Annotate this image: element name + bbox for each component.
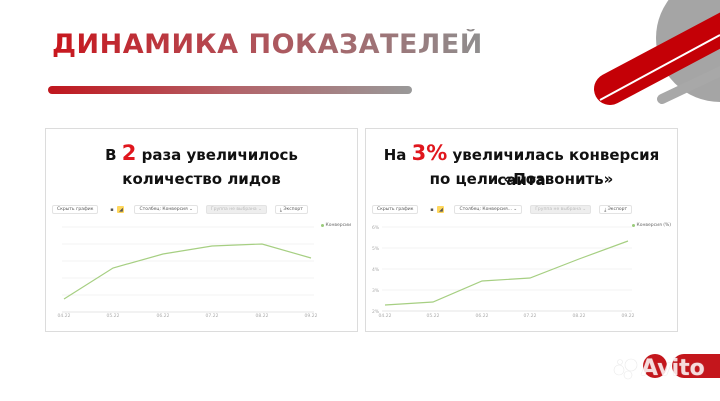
x-tick: 05.22	[107, 313, 120, 319]
x-tick: 04.22	[58, 313, 71, 319]
y-tick: 6%	[372, 225, 380, 231]
legend-dot-icon	[320, 224, 324, 227]
x-tick: 09.22	[305, 313, 318, 319]
chevron-down-icon: ⌄	[189, 207, 193, 212]
bar-chart-icon[interactable]: ▪	[430, 206, 434, 213]
x-tick: 07.22	[524, 313, 537, 319]
headline-line2: количество лидов	[122, 170, 281, 188]
headline-accent: 2	[121, 141, 137, 165]
x-tick: 06.22	[157, 313, 170, 319]
column-select[interactable]: Столбец: Конверсия ⌄	[134, 205, 198, 214]
x-tick: 04.22	[379, 313, 392, 319]
chart-type-toggle[interactable]: ▪ ◢	[106, 205, 127, 214]
y-tick: 3%	[372, 288, 380, 294]
grouping-select[interactable]: Группа не выбрана ⌄	[530, 205, 592, 214]
title-underline	[48, 86, 412, 94]
area-chart-icon[interactable]: ◢	[437, 206, 445, 213]
x-tick: 09.22	[622, 313, 635, 319]
avito-logo-icon	[613, 358, 638, 379]
headline-line1: На 3% увеличилась конверсия сайта	[383, 141, 660, 189]
conversion-line-chart: 6% 5% 4% 3% 2% 04.22 05.22 06.22 07.22 0…	[372, 225, 635, 319]
chevron-down-icon: ⌄	[258, 207, 262, 212]
y-tick: 4%	[372, 267, 380, 273]
avito-watermark: Avito	[612, 356, 705, 381]
leads-line-chart: 04.22 05.22 06.22 07.22 08.22 09.22	[58, 226, 318, 319]
download-icon: ⤓	[279, 207, 282, 213]
legend-dot-icon	[631, 224, 635, 227]
chart-type-toggle[interactable]: ▪ ◢	[426, 205, 447, 214]
conversion-panel: На 3% увеличилась конверсия сайта по цел…	[365, 128, 678, 332]
chart-toolbar: Скрыть график ▪ ◢ Столбец: Конверсия... …	[372, 205, 633, 214]
chevron-down-icon: ⌄	[582, 207, 587, 212]
x-tick: 05.22	[427, 313, 440, 319]
leads-panel: В 2 раза увеличилось количество лидов Ск…	[45, 128, 358, 332]
hide-chart-button[interactable]: Скрыть график	[52, 205, 99, 214]
export-button[interactable]: ⤓ Экспорт	[599, 205, 633, 214]
headline-line1: В 2 раза увеличилось	[105, 141, 298, 165]
column-select[interactable]: Столбец: Конверсия... ⌄	[454, 205, 523, 214]
download-icon: ⤓	[604, 207, 607, 213]
grouping-select[interactable]: Группа не выбрана ⌄	[205, 205, 267, 214]
export-button[interactable]: ⤓ Экспорт	[274, 205, 308, 214]
area-chart-icon[interactable]: ◢	[117, 206, 125, 213]
y-tick: 2%	[372, 309, 380, 315]
hide-chart-button[interactable]: Скрыть график	[372, 205, 419, 214]
chart-toolbar: Скрыть график ▪ ◢ Столбец: Конверсия ⌄ Г…	[52, 205, 308, 214]
page-title: ДИНАМИКА ПОКАЗАТЕЛЕЙ	[52, 29, 483, 60]
chart-legend: Конверсии	[320, 223, 351, 228]
x-tick: 07.22	[206, 313, 219, 319]
bar-chart-icon[interactable]: ▪	[110, 206, 114, 213]
chart-legend: Конверсия (%)	[631, 223, 671, 228]
chevron-down-icon: ⌄	[513, 207, 518, 212]
headline-accent: 3%	[411, 141, 448, 165]
x-tick: 08.22	[573, 313, 586, 319]
x-tick: 08.22	[256, 313, 269, 319]
headline-line2: по цели «Позвонить»	[429, 170, 614, 188]
x-tick: 06.22	[476, 313, 489, 319]
y-tick: 5%	[372, 246, 380, 252]
